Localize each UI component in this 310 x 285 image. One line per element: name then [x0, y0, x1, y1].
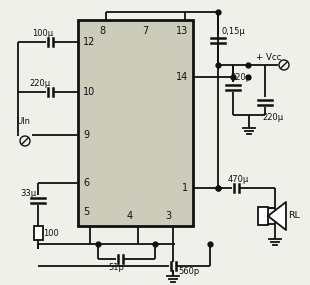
Text: 100: 100	[43, 229, 59, 237]
Text: 51p: 51p	[108, 262, 124, 272]
Bar	[258, 207, 268, 225]
Text: 470µ: 470µ	[228, 176, 249, 184]
Text: 13: 13	[176, 26, 188, 36]
Text: 220µ: 220µ	[29, 78, 50, 87]
Text: 560p: 560p	[178, 268, 199, 276]
Text: UIn: UIn	[16, 117, 30, 127]
Polygon shape	[268, 202, 286, 230]
Text: 4: 4	[127, 211, 133, 221]
Text: 3: 3	[165, 211, 171, 221]
Text: 100µ: 100µ	[32, 28, 53, 38]
Text: 1: 1	[182, 183, 188, 193]
Text: 0,15µ: 0,15µ	[222, 27, 246, 36]
Text: 9: 9	[83, 130, 89, 140]
Text: 12: 12	[83, 37, 95, 47]
Text: 8: 8	[99, 26, 105, 36]
Text: 5: 5	[83, 207, 89, 217]
Text: 10: 10	[83, 87, 95, 97]
Bar	[33, 226, 42, 240]
Text: 220µ: 220µ	[262, 113, 283, 123]
Text: + Vcc: + Vcc	[256, 52, 281, 62]
Text: 14: 14	[176, 72, 188, 82]
Text: 33µ: 33µ	[20, 188, 36, 198]
Bar	[78, 20, 193, 226]
Text: RL: RL	[288, 211, 300, 221]
Text: 7: 7	[142, 26, 148, 36]
Text: 220µ: 220µ	[230, 72, 251, 82]
Text: 6: 6	[83, 178, 89, 188]
